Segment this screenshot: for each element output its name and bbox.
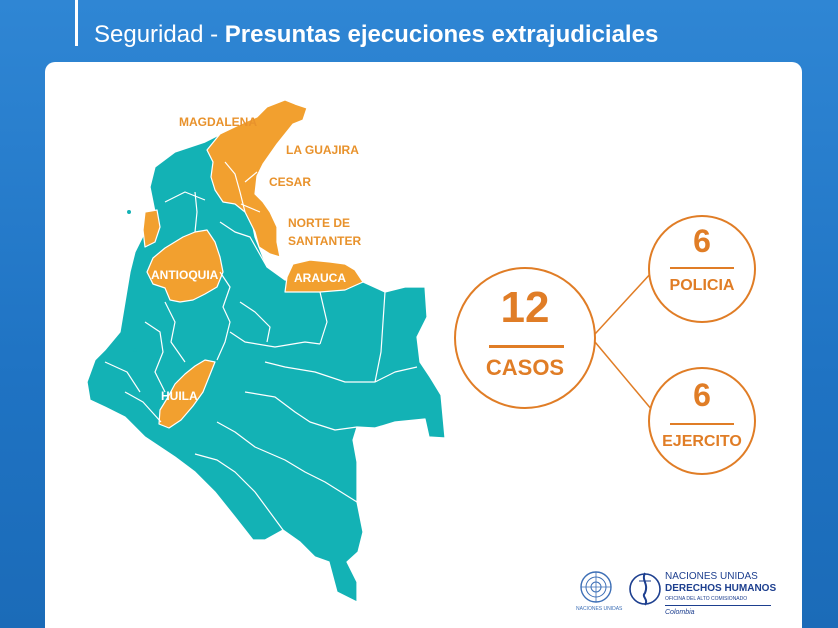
ejercito-value: 6 <box>693 377 711 413</box>
ohchr-line2: DERECHOS HUMANOS <box>665 583 777 594</box>
title-prefix: Seguridad - <box>94 21 225 48</box>
ohchr-rule <box>665 605 771 606</box>
total-cases-label: CASOS <box>485 355 565 380</box>
total-cases-rule <box>489 345 564 348</box>
ejercito-rule <box>670 423 734 425</box>
policia-circle: 6 POLICIA <box>648 215 756 323</box>
map-label-arauca: ARAUCA <box>294 271 346 285</box>
ohchr-line3: OFICINA DEL ALTO COMISIONADO <box>665 596 748 602</box>
policia-label: POLICIA <box>669 277 735 294</box>
ejercito-label: EJERCITO <box>662 433 742 450</box>
map-island <box>133 348 137 352</box>
map-region-antioquia <box>146 229 224 303</box>
policia-value: 6 <box>693 223 711 259</box>
ohchr-emblem-icon <box>629 572 661 606</box>
un-emblem-icon <box>580 571 612 603</box>
map-region-huila <box>158 359 216 429</box>
total-cases-circle: 12 CASOS <box>454 267 596 409</box>
header-bar: Seguridad - Presuntas ejecuciones extraj… <box>0 0 838 62</box>
ohchr-line1: NACIONES UNIDAS <box>665 571 758 582</box>
page-title: Seguridad - Presuntas ejecuciones extraj… <box>94 21 658 49</box>
map-label-santander: SANTANTER <box>288 234 362 248</box>
ejercito-circle: 6 EJERCITO <box>648 367 756 475</box>
un-logo: NACIONES UNIDAS <box>570 570 622 622</box>
map-label-huila: HUILA <box>161 389 198 403</box>
header-divider <box>75 0 78 46</box>
un-logo-caption: NACIONES UNIDAS <box>576 606 623 612</box>
map-region-sliver <box>142 209 161 248</box>
ohchr-line4: Colombia <box>665 609 695 616</box>
map-label-la-guajira: LA GUAJIRA <box>286 143 359 157</box>
content-card: MAGDALENA LA GUAJIRA CESAR NORTE DE SANT… <box>45 62 802 628</box>
policia-rule <box>670 267 734 269</box>
title-main: Presuntas ejecuciones extrajudiciales <box>224 21 659 48</box>
map-label-magdalena: MAGDALENA <box>179 115 257 129</box>
map-region-arauca <box>284 259 364 293</box>
connector-line-ejercito <box>594 341 653 411</box>
map-label-norte-de: NORTE DE <box>288 216 351 230</box>
map-island <box>127 210 131 214</box>
ohchr-logo: NACIONES UNIDAS DERECHOS HUMANOS OFICINA… <box>625 567 777 625</box>
connector-line-policia <box>594 271 653 335</box>
map-region-north <box>206 99 308 258</box>
connector-lines <box>594 271 653 411</box>
colombia-map <box>86 99 446 603</box>
map-label-cesar: CESAR <box>269 175 312 189</box>
total-cases-value: 12 <box>500 283 550 332</box>
map-label-antioquia: ANTIOQUIA <box>151 268 219 282</box>
